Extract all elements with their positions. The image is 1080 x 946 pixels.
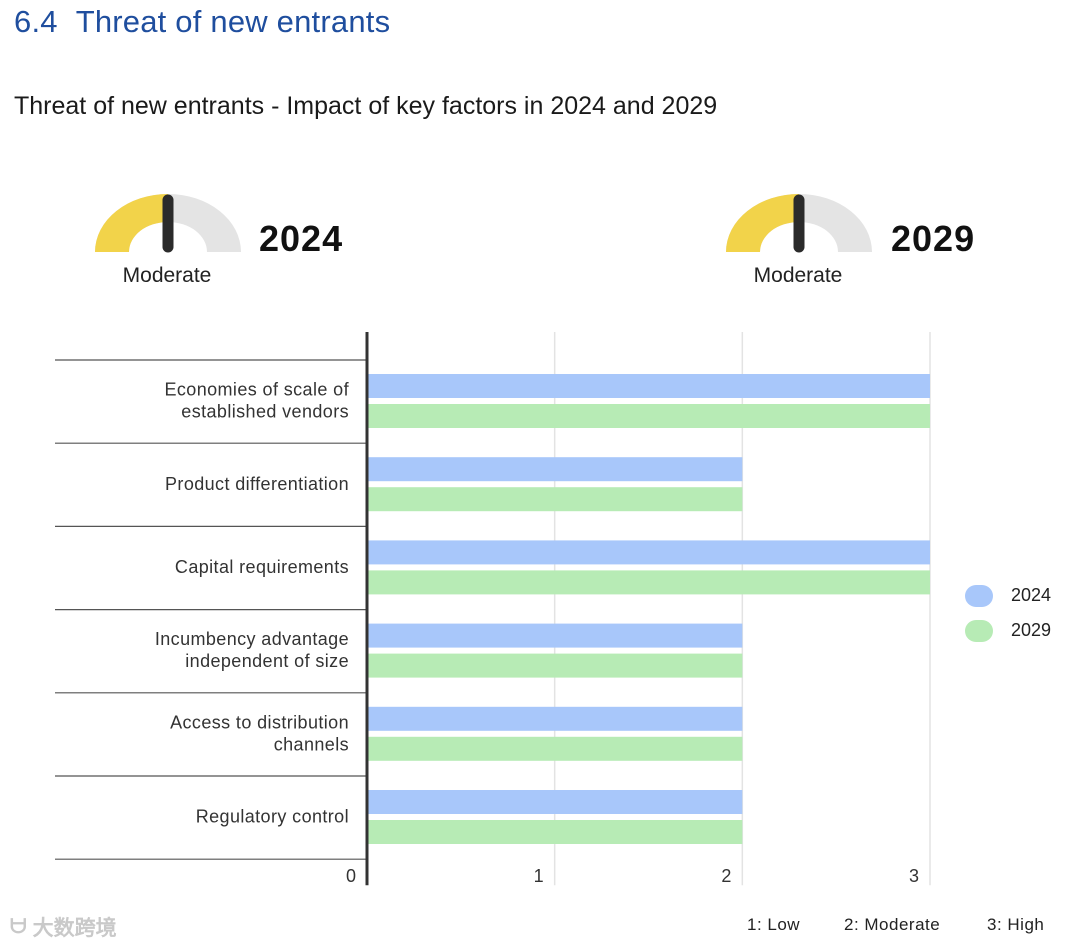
gauge-2024-year: 2024: [259, 218, 344, 259]
bar-2024-6: [367, 790, 743, 814]
category-label-5-line-1: Access to distribution: [170, 712, 349, 732]
gauge-2029-dial-icon: [726, 194, 872, 253]
bar-2024-4: [367, 623, 743, 648]
category-label-6: Regulatory control: [196, 807, 349, 827]
gauge-2024: [93, 192, 243, 254]
category-label-3: Capital requirements: [175, 557, 349, 577]
legend-item-2029: 2029: [965, 613, 1051, 648]
legend-swatch-2029: [965, 619, 993, 642]
chart-legend: 2024 2029: [965, 578, 1051, 648]
legend-swatch-2024: [965, 584, 993, 607]
bar-2024-2: [367, 457, 743, 482]
watermark-logo-icon: ᗨ: [10, 915, 27, 938]
category-label-5-line-2: channels: [274, 734, 349, 754]
category-label-2: Product differentiation: [165, 474, 349, 494]
gauge-2029-year: 2029: [891, 218, 976, 259]
gauge-2029: [724, 192, 874, 254]
watermark: ᗨ 大数跨境: [10, 912, 117, 942]
section-heading: 6.4 Threat of new entrants: [14, 4, 390, 40]
category-label-4-line-2: independent of size: [185, 651, 349, 671]
category-label-1-line-1: Economies of scale of: [165, 380, 350, 400]
watermark-text: 大数跨境: [32, 917, 117, 940]
section-title: Threat of new entrants: [75, 4, 391, 39]
scale-note-high: 3: High: [987, 915, 1045, 934]
bar-2029-1: [367, 404, 930, 428]
category-label-4-line-1: Incumbency advantage: [155, 629, 349, 649]
bar-2029-5: [367, 736, 743, 761]
legend-label-2024: 2024: [1011, 585, 1052, 605]
scale-note-low: 1: Low: [747, 915, 801, 934]
bar-2029-4: [367, 653, 743, 678]
bar-2029-6: [367, 820, 743, 844]
gauge-2024-dial-icon: [95, 194, 241, 253]
category-label-1-line-2: established vendors: [181, 402, 349, 422]
bar-2029-2: [367, 487, 743, 512]
section-number: 6.4: [14, 4, 58, 39]
gauge-2024-label: Moderate: [122, 264, 212, 287]
bar-2024-5: [367, 706, 743, 731]
x-tick-label-2: 2: [721, 866, 731, 886]
legend-item-2024: 2024: [965, 578, 1051, 613]
x-tick-label-3: 3: [909, 866, 919, 886]
gauge-2029-label: Moderate: [753, 264, 843, 287]
x-tick-label-0: 0: [346, 866, 356, 886]
bar-2029-3: [367, 570, 930, 595]
scale-note-moderate: 2: Moderate: [844, 915, 941, 934]
bar-2024-1: [367, 374, 930, 398]
chart-title: Threat of new entrants - Impact of key f…: [14, 92, 718, 120]
legend-label-2029: 2029: [1011, 620, 1052, 640]
bar-2024-3: [367, 540, 930, 565]
x-tick-label-1: 1: [534, 866, 544, 886]
